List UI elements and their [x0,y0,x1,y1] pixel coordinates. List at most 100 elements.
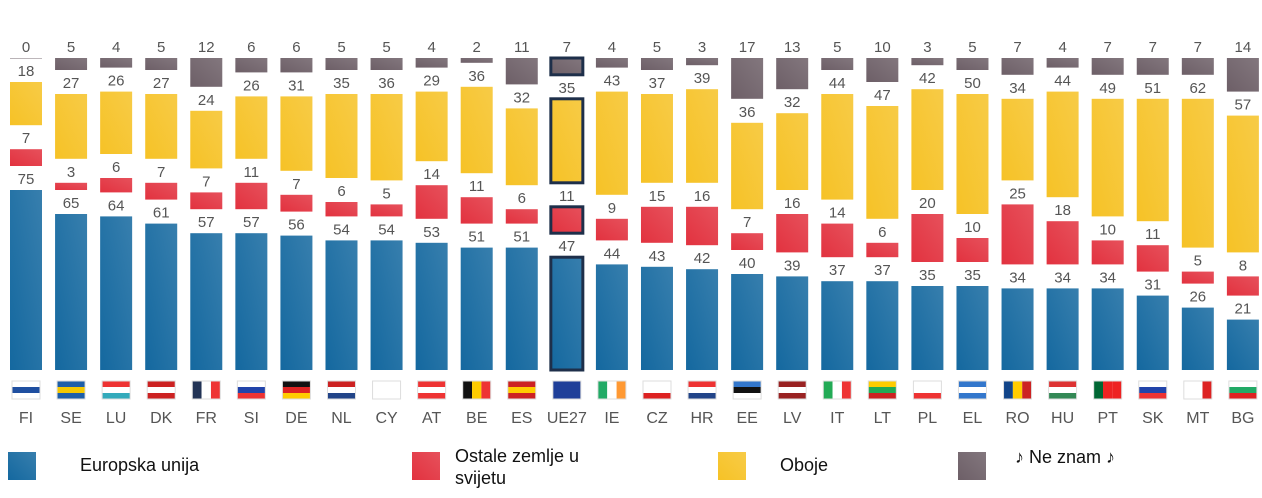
value-label: 64 [108,197,125,214]
flag [417,387,446,393]
flag-border [462,380,492,400]
value-label: 31 [1144,277,1161,294]
bar-segment [10,149,42,166]
bar-segment [595,218,628,241]
bar-segment [821,281,854,370]
value-label: 42 [694,250,711,267]
bar-segment [1091,58,1124,75]
value-label: 9 [608,200,616,217]
value-label: 34 [1099,269,1116,286]
value-label: 42 [919,70,936,87]
value-label: 65 [63,195,80,212]
bar-segment [911,89,944,190]
flag [102,393,131,399]
value-label: 10 [964,219,981,236]
bar-segment [100,178,133,193]
flag-border [777,380,807,400]
value-label: 6 [518,190,526,207]
bar-segment [686,206,719,246]
flag [327,387,356,393]
flag [868,393,897,399]
flag [237,381,266,387]
bar-segment [821,223,854,258]
flag-border [56,380,86,400]
value-label: 13 [784,39,801,56]
flag [958,381,987,387]
bar-segment [1001,58,1034,75]
value-label: 51 [1144,80,1161,97]
flag [841,381,852,399]
flag-border [597,380,627,400]
flag [507,381,536,387]
value-label: 37 [649,75,666,92]
value-label: 12 [198,39,215,56]
value-label: 3 [698,39,706,56]
flag [832,381,842,399]
value-label: 57 [243,214,260,231]
x-tick-label: SK [1142,410,1164,427]
bar-segment [731,122,764,210]
flag [688,393,717,399]
value-label: 37 [829,262,846,279]
flag [417,393,446,399]
bar-segment [731,58,764,99]
value-label: 11 [559,188,575,205]
flag [1003,381,1013,399]
flag-border [1138,380,1168,400]
x-tick-label: PT [1097,410,1118,427]
legend-label: Ostale zemlje u svijetu [455,446,579,488]
bar-segment [1091,240,1124,265]
bar-segment [505,108,538,186]
value-label: 44 [829,75,846,92]
bar-segment [280,96,313,171]
value-label: 7 [563,39,571,56]
flag [552,381,581,387]
value-label: 10 [874,39,891,56]
flag [607,381,617,399]
x-tick-label: UE27 [547,410,587,427]
legend-label: Oboje [780,455,828,475]
bar-segment [1226,58,1259,92]
flag-border [957,380,987,400]
flag [472,381,482,399]
bar-segment [549,255,585,372]
value-label: 5 [968,39,976,56]
flag [642,393,671,399]
value-label: 61 [153,205,170,222]
flag [1138,387,1167,393]
bar-segment [821,94,854,200]
value-label: 4 [1058,39,1066,56]
flag-border [642,380,672,400]
x-tick-label: LV [783,410,802,427]
bar-segment [10,82,42,126]
flag [147,381,176,387]
flag [642,381,671,387]
value-label: 17 [739,39,756,56]
value-label: 4 [608,39,616,56]
value-label: 5 [157,39,165,56]
legend-label: ♪ Ne znam ♪ [1015,447,1115,467]
bar-segment [55,182,88,190]
value-label: 11 [244,164,260,181]
bar-segment [415,242,448,370]
x-tick-label: ES [511,410,532,427]
value-label: 36 [739,104,756,121]
flag [201,381,211,399]
flag [958,387,987,393]
x-tick-label: FI [19,410,33,427]
flag [913,387,942,393]
flag [102,387,131,393]
bar-segment [100,91,133,154]
bar-segment [956,238,989,262]
bar-segment [55,94,88,159]
bar-segment [145,58,178,70]
bar-segment [821,58,854,70]
x-tick-label: IT [830,410,844,427]
x-tick-label: MT [1186,410,1209,427]
value-label: 31 [288,77,305,94]
value-label: 26 [1189,289,1206,306]
bar-segment [505,209,538,224]
value-label: 57 [198,214,215,231]
bar-segment [1046,221,1079,265]
bar-segment [776,113,809,190]
